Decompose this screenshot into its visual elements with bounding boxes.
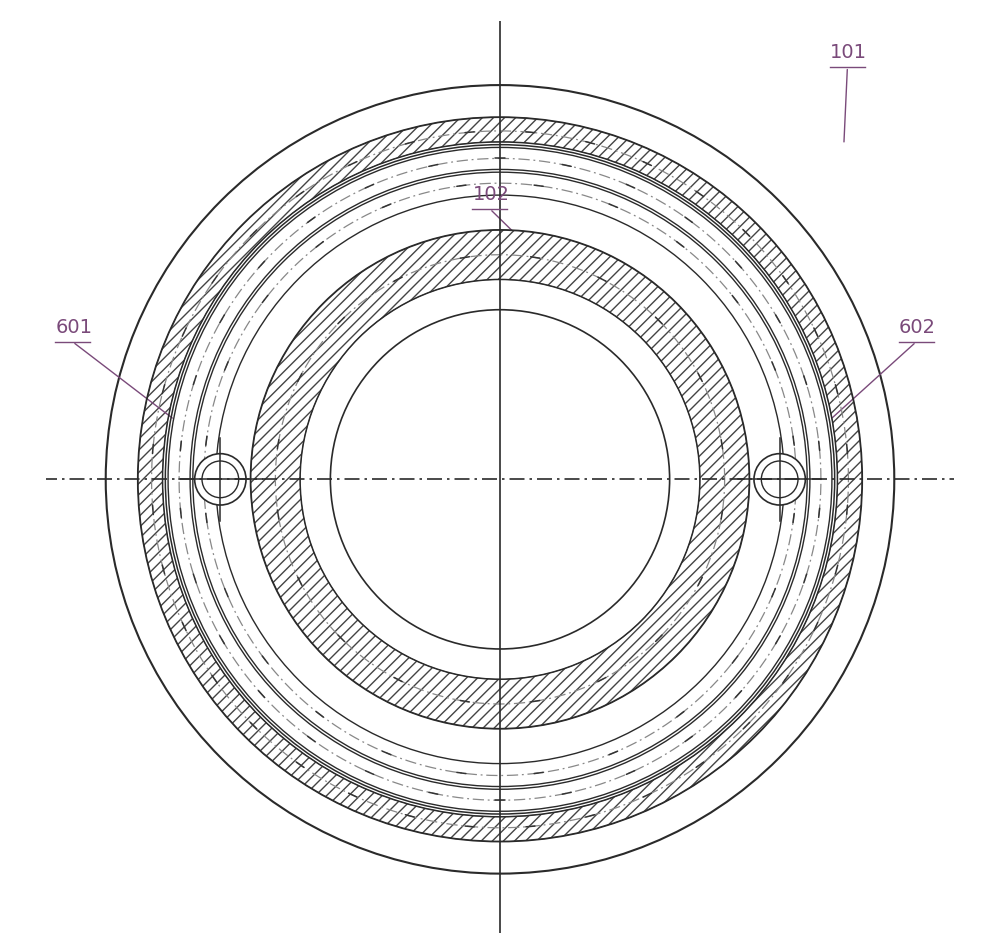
Circle shape [330,310,670,649]
Circle shape [761,461,798,498]
Circle shape [754,454,805,505]
Circle shape [202,461,239,498]
Text: 101: 101 [830,43,867,62]
Text: 102: 102 [472,185,509,204]
Circle shape [106,85,894,873]
Circle shape [195,454,246,505]
Text: 601: 601 [55,318,92,337]
Text: 602: 602 [899,318,936,337]
